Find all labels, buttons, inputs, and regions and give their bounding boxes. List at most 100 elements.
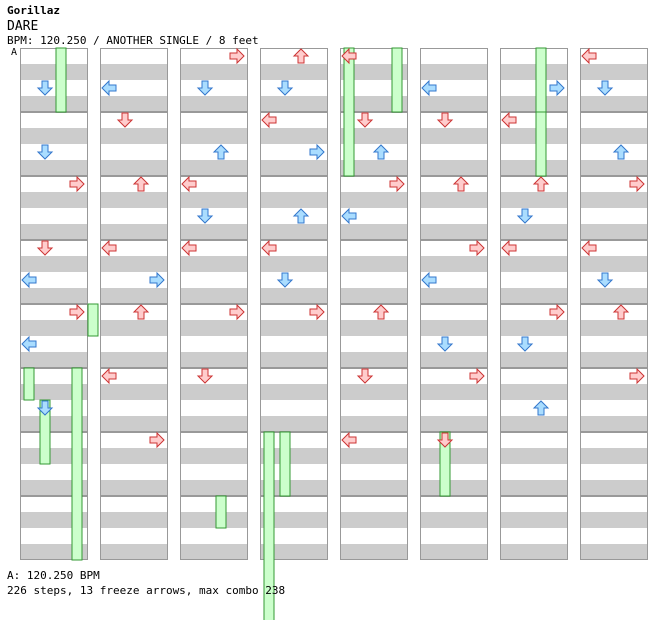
measure-stripe — [20, 496, 88, 512]
measure-stripe — [420, 272, 488, 288]
step-arrow-down — [596, 80, 614, 96]
measure-stripe — [420, 416, 488, 432]
measure-box — [340, 48, 408, 112]
measure-stripe — [20, 272, 88, 288]
measure-stripe — [100, 400, 168, 416]
measure-box — [500, 432, 568, 496]
measure-box — [420, 368, 488, 432]
measure-box — [340, 176, 408, 240]
measure-box — [580, 176, 648, 240]
measure-stripe — [180, 272, 248, 288]
measure-stripe — [580, 240, 648, 256]
step-arrow-right — [469, 239, 485, 257]
step-arrow-up — [292, 48, 310, 64]
measure-stripe — [340, 368, 408, 384]
measure-stripe — [100, 384, 168, 400]
measure-stripe — [20, 480, 88, 496]
measure-stripe — [260, 368, 328, 384]
measure-stripe — [340, 448, 408, 464]
measure-box — [20, 112, 88, 176]
measure-box — [260, 240, 328, 304]
measure-stripe — [340, 320, 408, 336]
step-arrow-down — [116, 112, 134, 128]
step-arrow-up — [612, 144, 630, 160]
measure-box — [100, 496, 168, 560]
measure-box — [500, 176, 568, 240]
measure-stripe — [420, 400, 488, 416]
measure-stripe — [260, 288, 328, 304]
freeze-arrow — [391, 47, 403, 113]
measure-stripe — [20, 304, 88, 320]
measure-stripe — [260, 112, 328, 128]
measure-box — [420, 304, 488, 368]
freeze-arrow — [23, 367, 35, 401]
step-arrow-down — [196, 208, 214, 224]
measure-stripe — [180, 240, 248, 256]
step-arrow-left — [341, 431, 357, 449]
freeze-arrow — [279, 431, 291, 497]
measure-stripe — [180, 304, 248, 320]
measure-stripe — [500, 112, 568, 128]
measure-stripe — [580, 192, 648, 208]
measure-stripe — [100, 160, 168, 176]
measure-box — [420, 240, 488, 304]
measure-stripe — [340, 272, 408, 288]
measure-stripe — [500, 288, 568, 304]
measure-box — [340, 368, 408, 432]
measure-stripe — [260, 480, 328, 496]
measure-stripe — [500, 352, 568, 368]
step-arrow-up — [532, 400, 550, 416]
measure-stripe — [20, 160, 88, 176]
measure-box — [100, 432, 168, 496]
measure-stripe — [500, 256, 568, 272]
measure-stripe — [180, 496, 248, 512]
measure-stripe — [500, 48, 568, 64]
measure-stripe — [100, 128, 168, 144]
measure-stripe — [20, 464, 88, 480]
measure-stripe — [580, 160, 648, 176]
measure-stripe — [180, 368, 248, 384]
measure-stripe — [20, 336, 88, 352]
measure-box — [500, 48, 568, 112]
measure-stripe — [20, 320, 88, 336]
measure-stripe — [580, 112, 648, 128]
measure-stripe — [100, 336, 168, 352]
bpm-note: A: 120.250 BPM — [7, 569, 100, 582]
measure-stripe — [420, 480, 488, 496]
step-arrow-left — [341, 47, 357, 65]
measure-stripe — [500, 384, 568, 400]
measure-stripe — [340, 240, 408, 256]
measure-stripe — [500, 464, 568, 480]
measure-box — [260, 112, 328, 176]
measure-stripe — [580, 496, 648, 512]
measure-stripe — [20, 192, 88, 208]
measure-stripe — [100, 544, 168, 560]
measure-stripe — [580, 176, 648, 192]
measure-stripe — [580, 432, 648, 448]
step-arrow-right — [469, 367, 485, 385]
step-arrow-left — [21, 271, 37, 289]
measure-stripe — [260, 416, 328, 432]
step-arrow-left — [421, 79, 437, 97]
measure-stripe — [420, 112, 488, 128]
measure-box — [580, 304, 648, 368]
measure-stripe — [20, 224, 88, 240]
measure-stripe — [420, 128, 488, 144]
measure-box — [340, 240, 408, 304]
measure-stripe — [260, 336, 328, 352]
measure-stripe — [180, 128, 248, 144]
measure-stripe — [340, 464, 408, 480]
measure-stripe — [580, 272, 648, 288]
measure-box — [180, 432, 248, 496]
measure-stripe — [340, 112, 408, 128]
measure-stripe — [20, 96, 88, 112]
step-arrow-up — [372, 304, 390, 320]
measure-stripe — [580, 480, 648, 496]
measure-box — [100, 240, 168, 304]
step-arrow-right — [629, 367, 645, 385]
measure-stripe — [580, 288, 648, 304]
step-arrow-down — [596, 272, 614, 288]
measure-box — [100, 304, 168, 368]
measure-stripe — [340, 416, 408, 432]
measure-stripe — [100, 96, 168, 112]
